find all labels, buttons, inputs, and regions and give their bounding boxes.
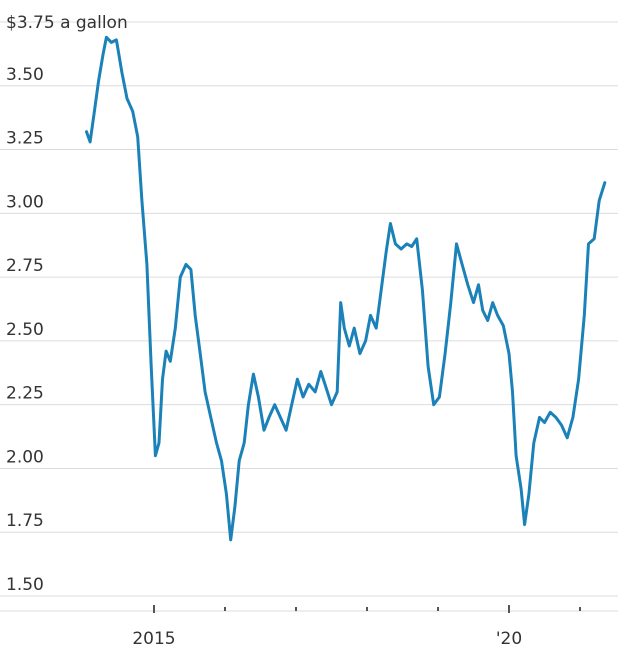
y-tick-label: 1.50	[6, 575, 44, 595]
x-axis: 2015 '20	[0, 605, 618, 649]
y-axis-tick-labels: 3.50 3.25 3.00 2.75 2.50 2.25 2.00 1.75 1.50	[6, 65, 44, 595]
y-tick-label: 2.00	[6, 447, 44, 467]
x-tick-label: '20	[496, 629, 522, 649]
y-tick-label: 2.75	[6, 256, 44, 276]
y-tick-label: 3.50	[6, 65, 44, 85]
y-tick-label: 3.25	[6, 129, 44, 149]
y-tick-label: 2.50	[6, 320, 44, 340]
x-tick-label: 2015	[132, 629, 175, 649]
y-tick-label: 3.00	[6, 192, 44, 212]
gridlines	[0, 21, 618, 597]
y-tick-label: 1.75	[6, 511, 44, 531]
y-tick-label: 2.25	[6, 384, 44, 404]
series-layer	[85, 35, 607, 542]
y-axis-unit-label: $3.75 a gallon	[6, 13, 128, 33]
gas-price-series-line	[85, 35, 607, 542]
